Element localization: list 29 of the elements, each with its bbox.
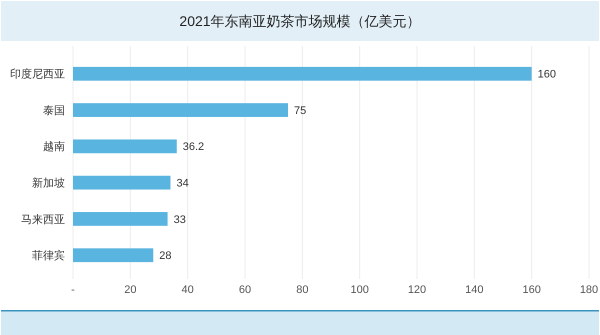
data-label: 33 (174, 214, 186, 226)
data-label: 28 (159, 250, 172, 262)
bar (73, 139, 177, 154)
y-tick-label: 马来西亚 (21, 212, 65, 226)
x-tick-label: 20 (124, 284, 136, 296)
data-label: 160 (538, 68, 556, 81)
data-label: 36.2 (182, 141, 204, 154)
bar (73, 176, 170, 190)
y-tick-label: 泰国 (43, 104, 65, 117)
bar (73, 248, 154, 262)
bar (73, 66, 532, 81)
x-tick-label: 160 (522, 284, 541, 296)
bar (73, 212, 168, 226)
y-tick-label: 印度尼西亚 (10, 68, 65, 81)
x-tick-label: 40 (182, 284, 194, 296)
chart-title: 2021年东南亚奶茶市场规模（亿美元） (179, 13, 421, 29)
x-tick-label: 180 (580, 284, 598, 296)
x-tick-label: 120 (408, 284, 426, 296)
data-label: 34 (176, 177, 189, 190)
y-tick-label: 越南 (43, 140, 65, 154)
x-tick-label: 60 (238, 284, 252, 296)
bar (73, 103, 288, 117)
x-tick-label: - (71, 284, 76, 296)
y-tick-label: 菲律宾 (32, 249, 65, 262)
data-label: 75 (294, 104, 306, 117)
x-tick-label: 80 (296, 284, 308, 296)
x-tick-label: 100 (350, 284, 369, 296)
y-tick-label: 新加坡 (32, 176, 65, 190)
x-tick-label: 140 (465, 284, 484, 296)
